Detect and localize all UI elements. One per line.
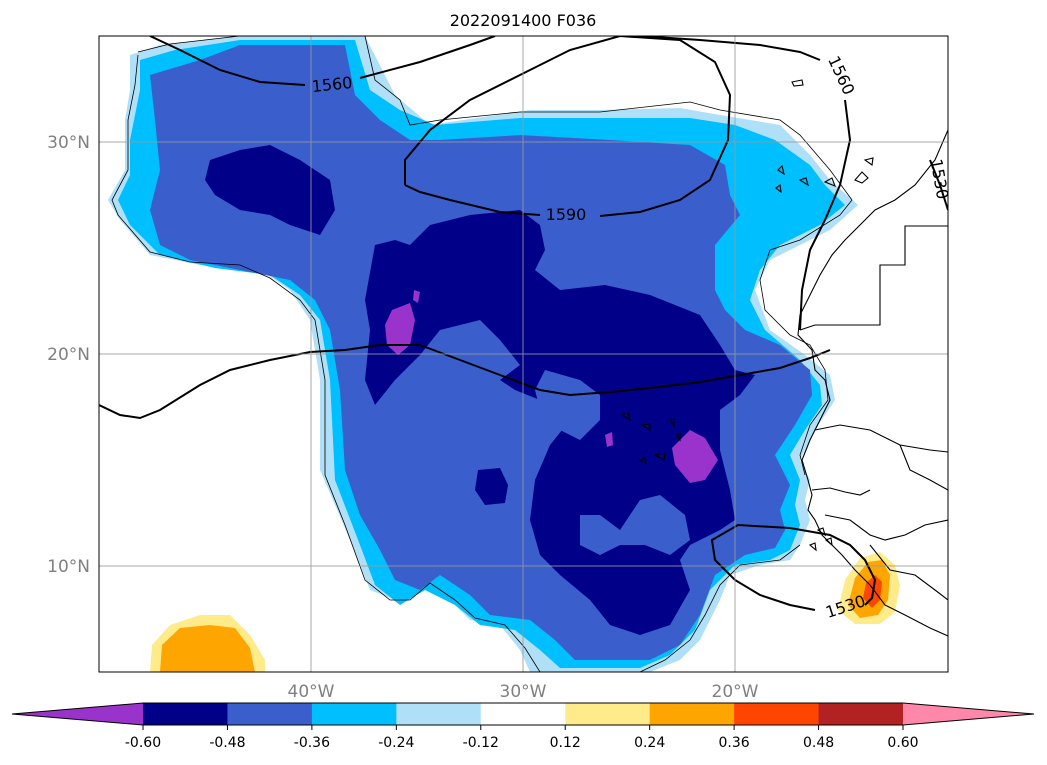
cape-verde-islands xyxy=(620,412,681,464)
colorbar-segment xyxy=(227,703,313,725)
anomaly-purple-west xyxy=(385,290,420,355)
colorbar-tick-label: 0.36 xyxy=(719,735,750,751)
colorbar-tick-label: 0.24 xyxy=(634,735,665,751)
colorbar-segment xyxy=(565,703,651,725)
gridlines xyxy=(99,36,948,672)
contour-1530-east xyxy=(929,159,948,211)
colorbar-segment xyxy=(649,703,735,725)
lat-label-10n: 10°N xyxy=(47,557,90,577)
contour-1560-north xyxy=(149,36,852,331)
colorbar-extend-low xyxy=(12,703,143,725)
anomaly-orange-southwest xyxy=(160,625,255,672)
contour-label-1530-east: 1530 xyxy=(927,157,953,200)
western-sahara-border xyxy=(799,225,948,331)
senegal-border xyxy=(814,424,948,453)
anomaly-purple-east xyxy=(605,430,718,483)
lat-label-30n: 30°N xyxy=(47,133,90,153)
contour-label-1590: 1590 xyxy=(546,205,587,224)
anomaly-outer-boundary xyxy=(111,36,853,672)
anomaly-navy-west xyxy=(205,145,335,235)
colorbar-tick-label: -0.24 xyxy=(378,735,414,751)
canary-islands xyxy=(775,157,874,194)
colorbar-segment xyxy=(396,703,482,725)
lat-label-20n: 20°N xyxy=(47,345,90,365)
colorbar-tick-label: -0.12 xyxy=(463,735,499,751)
colorbar-segment xyxy=(311,703,397,725)
figure-title: 2022091400 F036 xyxy=(450,11,597,30)
interior-border-1 xyxy=(899,444,948,491)
colorbar-extend-high xyxy=(903,703,1034,725)
contour-1590-loop xyxy=(404,36,732,217)
colorbar: -0.60 -0.48 -0.36 -0.24 -0.12 0.12 0.24 0.36 0.4… xyxy=(11,702,1035,751)
colorbar-tick-label: 0.48 xyxy=(803,735,834,751)
colorbar-tick-label: -0.36 xyxy=(294,735,330,751)
madeira-island xyxy=(791,79,804,87)
lon-label-30w: 30°W xyxy=(500,682,547,702)
map-content: 1560 1560 1590 1530 1530 xyxy=(99,36,953,672)
colorbar-segment xyxy=(480,703,566,725)
colorbar-tick-label: -0.48 xyxy=(209,735,245,751)
geopotential-contours xyxy=(99,36,948,611)
axis-labels: 40°W 30°W 20°W 30°N 20°N 10°N xyxy=(47,133,759,702)
contour-label-1560-west: 1560 xyxy=(311,73,353,96)
colorbar-segment xyxy=(143,703,228,725)
anomaly-royal-blue-island xyxy=(535,370,600,440)
gambia-border xyxy=(811,487,871,496)
colorbar-segment xyxy=(734,703,820,725)
colorbar-tick-label: -0.60 xyxy=(125,735,161,751)
anomaly-royal-blue-inset xyxy=(580,495,690,555)
interior-border-2 xyxy=(869,544,948,601)
colorbar-segment xyxy=(818,703,904,725)
anomaly-navy-small xyxy=(475,468,508,505)
guinea-border xyxy=(824,514,948,541)
plot-frame xyxy=(98,35,949,673)
colorbar-tick-label: 0.60 xyxy=(887,735,918,751)
contour-1530-south xyxy=(710,523,877,611)
lon-label-40w: 40°W xyxy=(288,682,335,702)
colorbar-tick-label: 0.12 xyxy=(550,735,581,751)
lon-label-20w: 20°W xyxy=(712,682,759,702)
contour-central xyxy=(99,344,831,420)
africa-coastline xyxy=(797,129,948,637)
